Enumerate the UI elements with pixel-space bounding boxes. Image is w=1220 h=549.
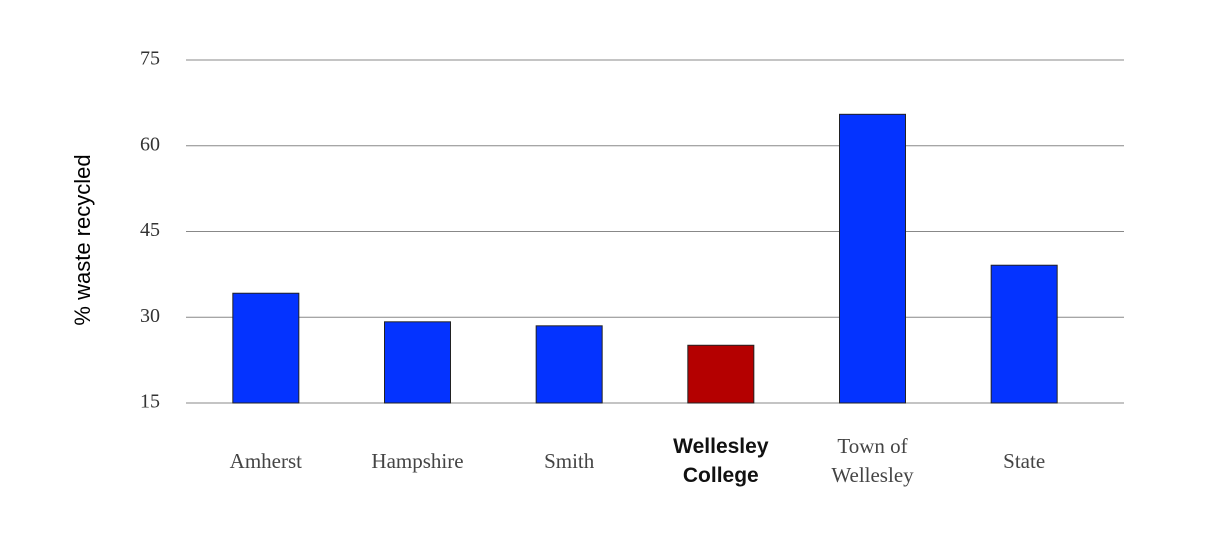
x-tick-label: State — [1003, 448, 1046, 473]
bar — [839, 113, 906, 404]
x-tick-label: Amherst — [229, 448, 302, 473]
x-tick-label: Smith — [544, 448, 595, 473]
bar — [687, 344, 755, 404]
bar — [232, 292, 300, 404]
x-tick-label: Wellesley College — [673, 435, 769, 487]
bar — [384, 321, 451, 404]
x-tick-label: Town of Wellesley — [831, 434, 914, 487]
bar — [535, 325, 603, 404]
bar — [990, 264, 1058, 404]
y-tick-label: 60 — [140, 133, 160, 155]
y-tick-label: 45 — [140, 219, 160, 241]
y-tick-label: 15 — [140, 391, 160, 413]
y-axis-label: % waste recycled — [70, 154, 95, 325]
y-tick-label: 30 — [140, 305, 160, 327]
x-tick-label: Hampshire — [371, 448, 464, 473]
y-tick-label: 75 — [140, 48, 160, 70]
